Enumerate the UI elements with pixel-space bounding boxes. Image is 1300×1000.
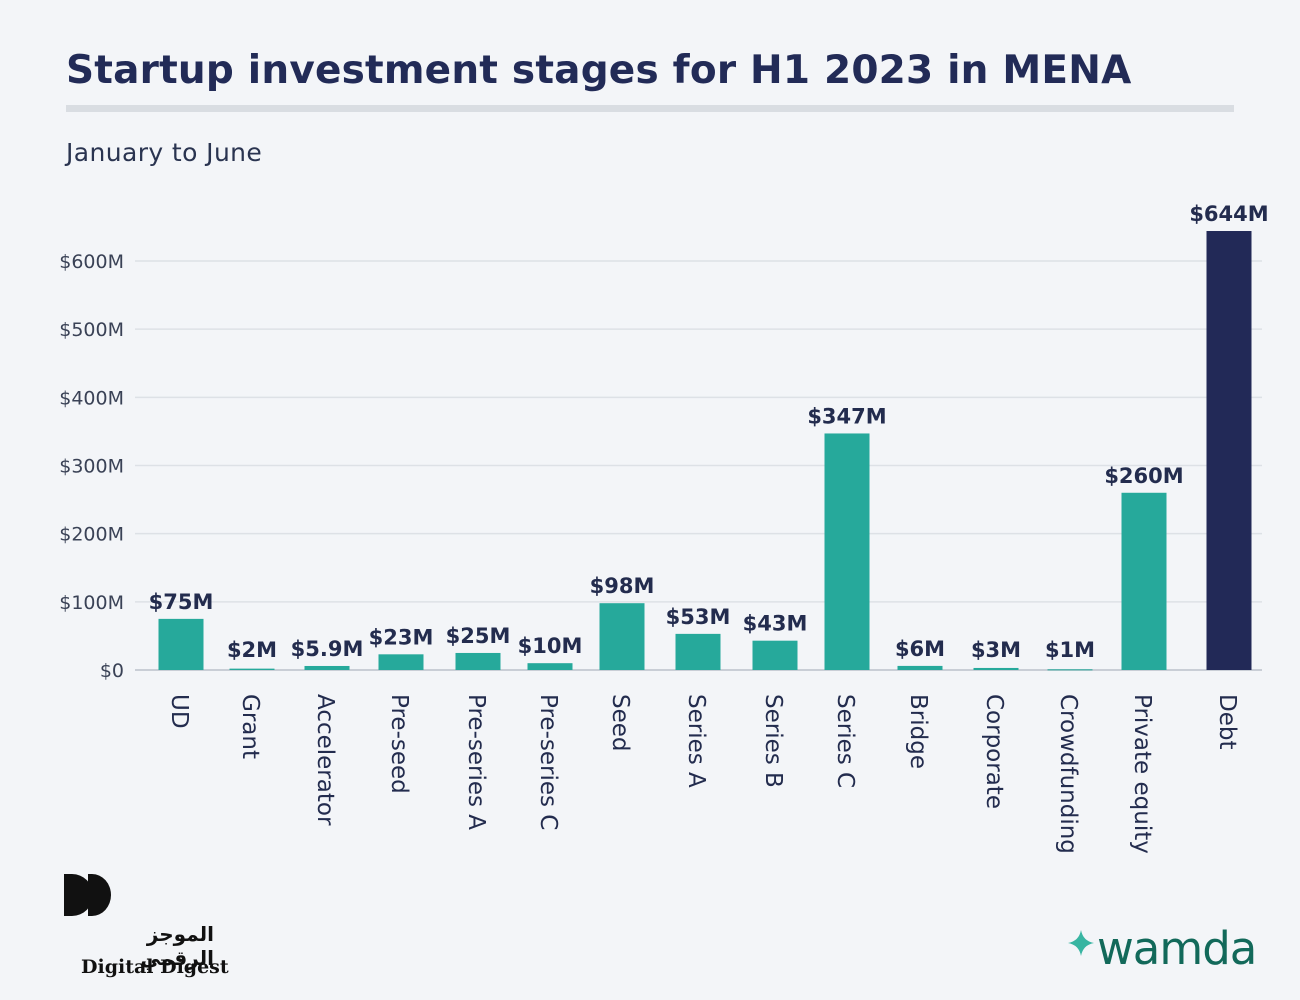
x-tick-label: Grant [237, 694, 263, 759]
x-tick-label: Private equity [1129, 694, 1155, 854]
bar-pre-series-c [527, 663, 573, 670]
bar-pre-series-a [455, 652, 501, 670]
bar-debt [1206, 231, 1252, 671]
bar-value-label: $5.9M [291, 637, 364, 661]
x-tick-label: Crowdfunding [1055, 694, 1081, 854]
bar-value-label: $53M [666, 605, 731, 629]
bar-seed [599, 603, 645, 670]
bar-grant [229, 668, 275, 670]
bar-value-label: $10M [518, 634, 583, 658]
x-tick-label: Debt [1214, 694, 1240, 749]
bar-pre-seed [378, 654, 424, 670]
y-tick-label: $100M [59, 592, 124, 614]
bar-value-label: $43M [743, 612, 808, 636]
bar-value-label: $260M [1104, 464, 1183, 488]
x-tick-label: Seed [607, 694, 633, 752]
x-tick-label: Series A [683, 694, 709, 788]
bar-value-label: $1M [1045, 638, 1095, 662]
wamda-logo: wamda [1097, 922, 1257, 975]
bar-crowdfunding [1047, 669, 1093, 671]
bar-value-label: $25M [446, 624, 511, 648]
digital-digest-arabic-name: الموجز الرقمي [140, 922, 214, 970]
y-tick-label: $500M [59, 319, 124, 341]
bar-accelerator [304, 665, 350, 670]
bar-value-label: $2M [227, 638, 277, 662]
x-tick-label: Bridge [905, 694, 931, 769]
bar-value-label: $347M [807, 404, 886, 428]
y-tick-label: $0 [100, 660, 124, 682]
x-tick-label: Corporate [981, 694, 1007, 809]
bar-bridge [897, 665, 943, 670]
y-tick-label: $200M [59, 524, 124, 546]
chart-title: Startup investment stages for H1 2023 in… [66, 48, 1132, 93]
bar-series-c [824, 433, 870, 670]
bar-value-label: $3M [971, 638, 1021, 662]
bar-value-label: $23M [369, 625, 434, 649]
bar-value-label: $75M [149, 590, 214, 614]
x-tick-label: Series B [760, 694, 786, 788]
sparkle-star-icon [1068, 930, 1094, 956]
x-tick-label: Accelerator [312, 694, 338, 826]
bar-corporate [973, 667, 1019, 670]
chart-subtitle: January to June [66, 138, 263, 167]
bar-series-a [675, 633, 721, 670]
title-divider [66, 105, 1234, 112]
x-tick-label: Pre-series A [463, 694, 489, 830]
bar-value-label: $6M [895, 637, 945, 661]
bar-value-label: $98M [590, 574, 655, 598]
x-tick-label: Pre-series C [535, 694, 561, 830]
y-tick-label: $300M [59, 456, 124, 478]
bar-ud [158, 618, 204, 670]
x-tick-label: Series C [832, 694, 858, 788]
y-tick-label: $400M [59, 387, 124, 409]
bar-series-b [752, 640, 798, 670]
digital-digest-name: Digital Digest [81, 956, 229, 978]
bar-private-equity [1121, 492, 1167, 670]
x-tick-label: Pre-seed [386, 694, 412, 794]
bar-value-label: $644M [1189, 202, 1268, 226]
digital-digest-logo-icon [64, 874, 111, 916]
x-tick-label: UD [166, 694, 192, 729]
y-tick-label: $600M [59, 251, 124, 273]
